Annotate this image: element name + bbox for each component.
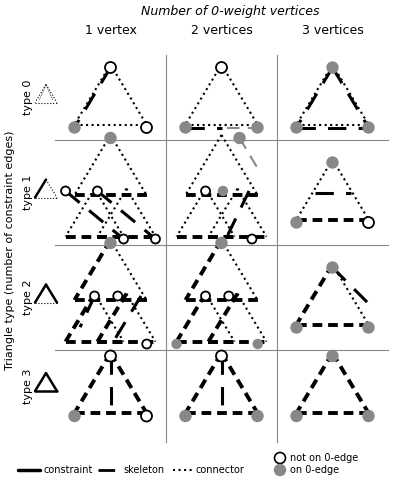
Circle shape <box>151 234 160 244</box>
Circle shape <box>180 122 191 133</box>
Circle shape <box>291 122 302 133</box>
Text: 3 vertices: 3 vertices <box>302 24 364 36</box>
Circle shape <box>327 262 338 273</box>
Circle shape <box>248 234 257 244</box>
Circle shape <box>219 186 227 196</box>
Text: constraint: constraint <box>43 465 92 475</box>
Text: 2 vertices: 2 vertices <box>190 24 252 36</box>
Circle shape <box>327 350 338 362</box>
Text: 1 vertex: 1 vertex <box>85 24 137 36</box>
Circle shape <box>291 322 302 333</box>
Circle shape <box>291 410 302 422</box>
Circle shape <box>291 217 302 228</box>
Text: not on 0-edge: not on 0-edge <box>290 453 358 463</box>
Text: skeleton: skeleton <box>123 465 164 475</box>
Text: connector: connector <box>195 465 244 475</box>
Circle shape <box>327 62 338 73</box>
Text: on 0-edge: on 0-edge <box>290 465 339 475</box>
Circle shape <box>180 410 191 422</box>
Circle shape <box>119 234 128 244</box>
Circle shape <box>105 350 116 362</box>
Circle shape <box>105 62 116 73</box>
Text: Triangle type (number of constraint edges): Triangle type (number of constraint edge… <box>5 130 15 370</box>
Circle shape <box>141 122 152 133</box>
Circle shape <box>252 410 263 422</box>
Circle shape <box>172 340 181 348</box>
Circle shape <box>105 132 116 143</box>
Circle shape <box>274 452 286 464</box>
Text: type 3: type 3 <box>23 368 33 404</box>
Circle shape <box>201 186 210 196</box>
Circle shape <box>61 186 70 196</box>
Circle shape <box>113 292 122 300</box>
Circle shape <box>253 340 262 348</box>
Circle shape <box>216 350 227 362</box>
Circle shape <box>363 322 374 333</box>
Circle shape <box>69 410 80 422</box>
Circle shape <box>274 464 286 475</box>
Circle shape <box>93 186 102 196</box>
Circle shape <box>216 62 227 73</box>
Circle shape <box>224 292 233 300</box>
Circle shape <box>201 292 210 300</box>
Circle shape <box>327 157 338 168</box>
Circle shape <box>216 238 227 248</box>
Circle shape <box>234 132 245 143</box>
Circle shape <box>363 217 374 228</box>
Text: Number of 0-weight vertices: Number of 0-weight vertices <box>141 6 319 18</box>
Circle shape <box>105 238 116 248</box>
Circle shape <box>363 410 374 422</box>
Circle shape <box>363 122 374 133</box>
Text: type 1: type 1 <box>23 175 33 210</box>
Text: type 2: type 2 <box>23 280 33 316</box>
Circle shape <box>69 122 80 133</box>
Circle shape <box>142 340 151 348</box>
Circle shape <box>252 122 263 133</box>
Circle shape <box>90 292 99 300</box>
Text: type 0: type 0 <box>23 80 33 115</box>
Circle shape <box>141 410 152 422</box>
